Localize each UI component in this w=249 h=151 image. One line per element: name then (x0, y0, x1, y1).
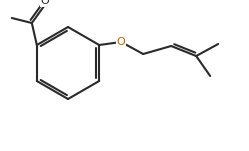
Text: O: O (117, 37, 125, 47)
Text: O: O (40, 0, 49, 6)
